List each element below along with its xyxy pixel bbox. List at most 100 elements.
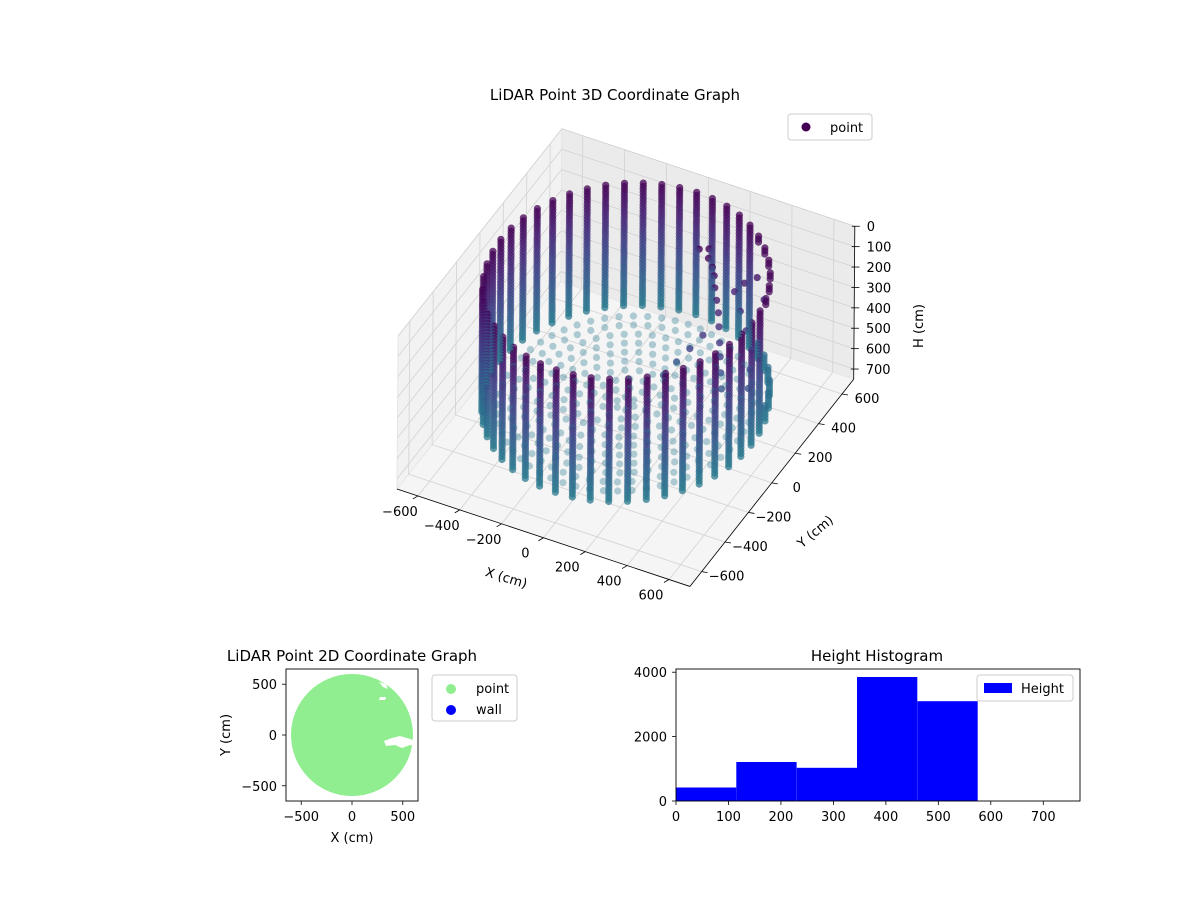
chart-histogram-frame: [675, 668, 1081, 802]
chart-3d-point: [579, 419, 588, 427]
chart-3d-point: [599, 477, 607, 485]
chart-3d-point: [630, 321, 638, 329]
chart-3d-y-tick-label-1: −400: [732, 540, 768, 555]
chart-3d-point: [648, 341, 657, 349]
chart-3d-point: [662, 344, 670, 352]
chart-3d-x-tick-5: [621, 565, 628, 569]
chart-3d-z-axis-line: [853, 226, 856, 380]
chart-3d-point: [573, 331, 581, 339]
chart-3d-point: [705, 416, 713, 424]
chart-3d-point: [489, 444, 498, 453]
chart-histogram-y-tick-label-0: 0: [659, 795, 667, 810]
chart-3d-point: [606, 368, 615, 376]
chart-3d-point: [521, 474, 529, 483]
chart-3d-point: [658, 314, 666, 322]
chart-3d-y-tick-4: [795, 452, 802, 455]
chart-2d-title: LiDAR Point 2D Coordinate Graph: [227, 647, 477, 665]
chart-3d-point: [695, 480, 703, 488]
chart-3d-y-tick-2: [748, 512, 755, 514]
chart-3d-y-tick-1: [724, 541, 732, 544]
chart-3d-point: [717, 369, 725, 377]
chart-3d-point: [662, 334, 670, 342]
chart-3d-point: [562, 415, 570, 423]
chart-histogram-x-tick-label-3: 300: [821, 810, 846, 825]
chart-2d-point-disk: [291, 674, 413, 796]
chart-3d-point: [661, 492, 669, 500]
chart-3d-point: [536, 482, 544, 490]
chart-3d-point: [687, 421, 696, 429]
chart-3d-point: [587, 326, 595, 335]
chart-histogram-x-tick-label-5: 500: [926, 810, 951, 825]
chart-3d-point: [753, 274, 761, 282]
chart-histogram-legend: Height: [976, 674, 1074, 702]
chart-3d-z-tick-label-4: 400: [866, 302, 891, 317]
chart-3d-y-tick-label-4: 200: [808, 451, 833, 466]
chart-3d-point: [716, 339, 724, 347]
chart-3d-point: [630, 441, 638, 449]
chart-3d-point: [573, 321, 581, 329]
chart-3d-point: [669, 437, 677, 445]
chart-3d-point: [593, 416, 601, 424]
chart-3d-point: [620, 348, 629, 356]
chart-3d-point: [592, 334, 600, 343]
chart-3d-point: [648, 331, 656, 339]
chart-3d-point: [644, 312, 652, 321]
chart-2d-legend-wall-label: wall: [476, 703, 502, 718]
chart-3d-x-tick-6: [663, 579, 670, 583]
chart-3d-point: [670, 478, 678, 486]
chart-3d-y-tick-0: [701, 571, 708, 574]
chart-3d-point: [605, 497, 613, 506]
chart-3d-point: [526, 346, 535, 354]
chart-3d-point: [692, 311, 700, 319]
chart-3d-point: [615, 451, 624, 459]
chart-3d-x-tick-label-4: 200: [555, 561, 580, 576]
chart-3d-point: [546, 401, 554, 409]
chart-histogram-bar: [676, 787, 737, 801]
chart-2d-y-tick-label-2: 500: [252, 678, 277, 693]
chart-3d-z-tick-label-3: 300: [866, 281, 891, 296]
chart-histogram-ticks: 0 100 200 300 400 500 600 700 0 2000 4000: [634, 666, 1056, 825]
chart-3d-point: [653, 410, 661, 418]
chart-3d-point: [599, 381, 607, 389]
chart-3d-point: [617, 424, 626, 432]
chart-histogram-bars: [676, 677, 978, 801]
chart-3d-point: [545, 357, 553, 366]
chart-3d-point: [717, 453, 725, 461]
chart-3d-point: [483, 433, 491, 441]
chart-3d-legend-box: [787, 113, 873, 141]
chart-3d-point: [559, 405, 568, 414]
chart-3d-point: [630, 396, 638, 404]
chart-3d-point: [635, 339, 643, 347]
chart-3d-point: [673, 359, 681, 367]
chart-3d-point: [629, 312, 638, 320]
chart-3d-point: [655, 422, 664, 430]
chart-3d-point: [621, 357, 629, 365]
chart-3d-point: [621, 366, 629, 374]
chart-3d-x-tick-label-1: −400: [424, 519, 460, 534]
chart-histogram-bar: [857, 677, 918, 801]
chart-3d-point: [593, 363, 601, 371]
chart-3d-point: [718, 373, 726, 381]
chart-3d-point: [747, 441, 755, 449]
chart-3d-grid-z-5: [397, 230, 855, 439]
chart-3d-point: [658, 323, 666, 332]
chart-histogram-bar: [796, 767, 857, 801]
chart-3d-point: [601, 323, 609, 332]
chart-3d-x-tick-3: [538, 537, 544, 542]
chart-3d-point: [705, 356, 713, 364]
chart-3d-point: [644, 322, 652, 330]
chart-3d-point: [711, 472, 719, 480]
chart-3d-point: [569, 365, 577, 373]
chart-3d-point: [555, 350, 563, 358]
chart-3d-legend: point: [787, 113, 873, 141]
chart-3d-point: [559, 373, 568, 381]
chart-3d-point: [761, 250, 769, 258]
chart-2d-legend: point wall: [431, 674, 518, 722]
chart-3d-point: [634, 330, 643, 338]
chart-3d-grid-z-7: [396, 271, 854, 480]
chart-3d-point: [667, 426, 676, 434]
chart-3d-point: [686, 345, 694, 353]
chart-3d-z-tick-label-7: 700: [866, 363, 891, 378]
